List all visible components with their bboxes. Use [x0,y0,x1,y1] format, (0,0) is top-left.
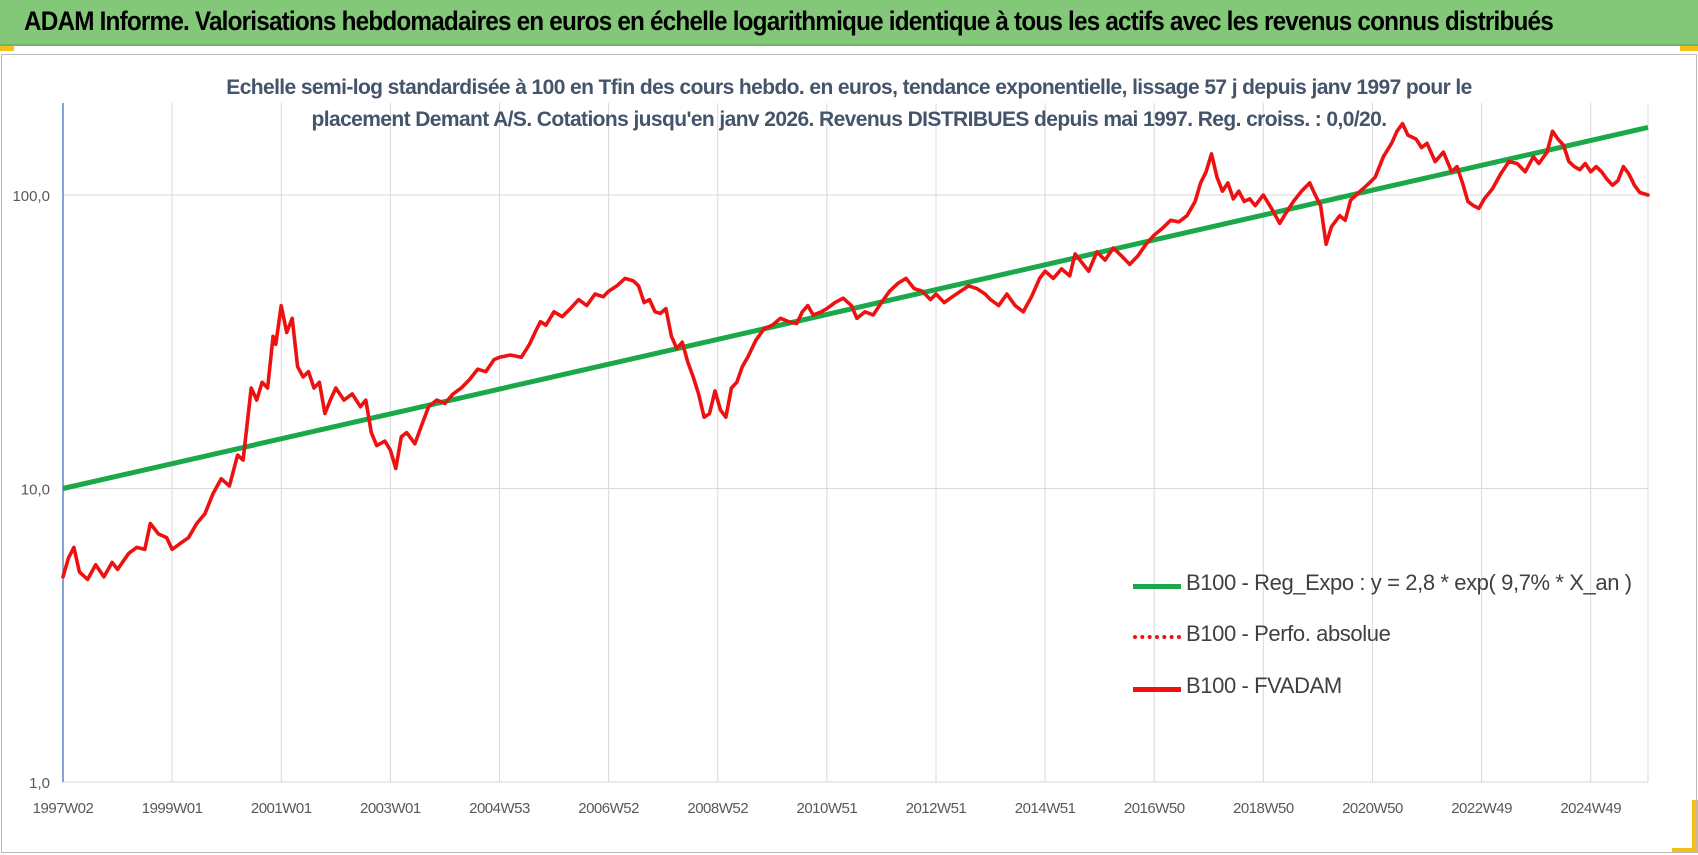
x-tick-label: 2018W50 [1233,800,1294,817]
x-tick-label: 1999W01 [142,800,203,817]
series-line-fvadam [61,121,1650,582]
chart-frame [1,54,1697,853]
title-banner: ADAM Informe. Valorisations hebdomadaire… [0,0,1698,46]
corner-accent-top-right [1680,46,1698,51]
corner-accent-bottom-right-tick [1672,848,1698,853]
x-tick-label: 2006W52 [578,800,639,817]
legend-label-fvadam: B100 - FVADAM [1186,673,1342,698]
chart-subtitle-line-1: Echelle semi-log standardisée à 100 en T… [226,76,1472,99]
x-tick-label: 2020W50 [1342,800,1403,817]
y-tick-label: 10,0 [21,482,50,499]
series-line-reg-expo [62,124,1649,491]
y-tick-label: 1,0 [29,775,50,792]
legend-label-perfo-absolue: B100 - Perfo. absolue [1186,621,1391,646]
x-tick-label: 2004W53 [469,800,530,817]
x-tick-label: 2003W01 [360,800,421,817]
x-tick-label: 2008W52 [687,800,748,817]
x-tick-label: 2012W51 [906,800,967,817]
x-tick-label: 2014W51 [1015,800,1076,817]
corner-accent-top-left [0,46,14,51]
banner-title: ADAM Informe. Valorisations hebdomadaire… [24,6,1554,36]
legend-label-reg-expo: B100 - Reg_Expo : y = 2,8 * exp( 9,7% * … [1186,570,1632,595]
y-tick-label: 100,0 [12,188,50,205]
chart-subtitle-line-2: placement Demant A/S. Cotations jusqu'en… [311,108,1388,131]
legend-swatch-fvadam [1133,687,1181,692]
x-tick-label: 1997W02 [33,800,94,817]
legend-swatch-reg-expo [1133,584,1181,589]
x-tick-label: 2024W49 [1560,800,1621,817]
x-tick-label: 2010W51 [796,800,857,817]
x-tick-label: 2001W01 [251,800,312,817]
x-tick-label: 2016W50 [1124,800,1185,817]
legend-swatch-perfo-absolue [1133,635,1181,639]
corner-accent-bottom-right [1692,800,1698,850]
x-tick-label: 2022W49 [1451,800,1512,817]
